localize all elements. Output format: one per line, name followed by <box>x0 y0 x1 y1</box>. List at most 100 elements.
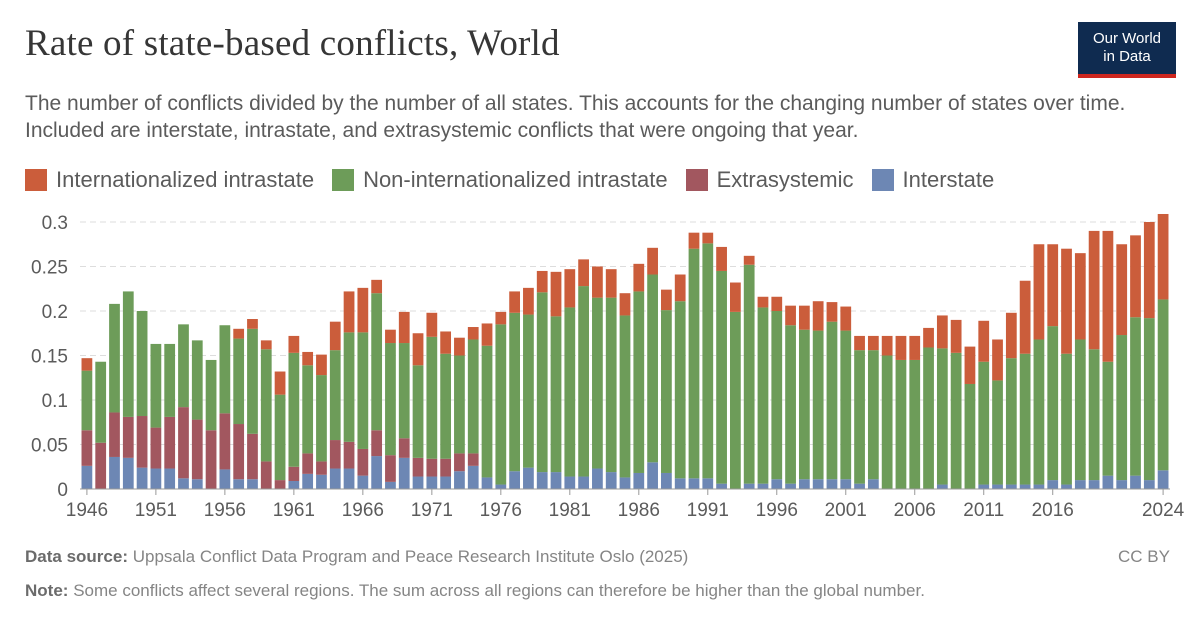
bar-segment <box>178 407 189 479</box>
bar-segment <box>592 468 603 489</box>
bar-segment <box>454 355 465 454</box>
bar-segment <box>136 467 148 489</box>
bar-segment <box>1157 299 1169 471</box>
bar-segment <box>233 338 245 425</box>
bar-segment <box>288 352 300 467</box>
x-tick-label: 2024 <box>1142 500 1185 521</box>
x-tick-label: 1976 <box>480 500 522 521</box>
bar-segment <box>978 484 990 489</box>
legend-item-extrasystemic[interactable]: Extrasystemic <box>685 167 854 193</box>
bar-segment <box>219 413 231 470</box>
legend-item-internationalized[interactable]: Internationalized intrastate <box>25 167 314 193</box>
legend-item-interstate[interactable]: Interstate <box>871 167 994 193</box>
bar-segment <box>674 478 686 489</box>
bar-segment <box>467 465 479 489</box>
bar-segment <box>674 274 686 302</box>
bar-segment <box>371 456 383 489</box>
bar-segment <box>1019 353 1031 485</box>
bar-segment <box>219 469 231 489</box>
bar-segment <box>716 483 727 489</box>
y-tick-label: 0.2 <box>42 302 68 323</box>
bar-segment <box>729 311 741 489</box>
bar-segment <box>509 312 521 472</box>
legend-item-non-internationalized[interactable]: Non-internationalized intrastate <box>332 167 668 193</box>
bar-segment <box>274 371 286 395</box>
bar-segment <box>260 340 272 350</box>
bar-segment <box>605 472 617 489</box>
bar-segment <box>964 346 976 384</box>
bar-segment <box>964 383 976 489</box>
bar-segment <box>867 479 879 489</box>
chart-subtitle: The number of conflicts divided by the n… <box>25 92 1126 142</box>
bar-segment <box>1088 230 1100 350</box>
license-link[interactable]: CC BY <box>1118 547 1170 566</box>
bar-segment <box>881 355 893 489</box>
legend-label-non-internationalized: Non-internationalized intrastate <box>363 167 668 192</box>
bar-segment <box>992 339 1003 381</box>
bar-segment <box>385 329 396 344</box>
bar-segment <box>1143 480 1155 489</box>
note-label: Note: <box>25 581 69 600</box>
note-text: Some conflicts affect several regions. T… <box>73 581 925 600</box>
bar-segment <box>343 468 355 489</box>
bar-segment <box>771 296 783 311</box>
bar-segment <box>578 476 589 489</box>
bar-segment <box>881 335 893 356</box>
bar-segment <box>536 270 548 293</box>
bar-segment <box>398 457 410 489</box>
bar-segment <box>426 312 438 337</box>
bar-segment <box>798 479 810 489</box>
bar-segment <box>136 416 148 468</box>
bar-segment <box>357 448 369 476</box>
bar-segment <box>316 474 327 489</box>
bar-segment <box>509 471 521 489</box>
y-tick-label: 0.05 <box>31 436 68 457</box>
bar-segment <box>1130 317 1141 476</box>
x-tick-label: 1991 <box>687 500 729 521</box>
bar-segment <box>743 255 755 265</box>
x-tick-label: 1951 <box>135 500 177 521</box>
bar-segment <box>785 305 796 326</box>
x-tick-label: 1971 <box>411 500 453 521</box>
x-tick-label: 1956 <box>204 500 246 521</box>
bar-segment <box>771 479 783 489</box>
bar-segment <box>1102 361 1114 476</box>
bar-segment <box>495 311 507 325</box>
bar-segment <box>233 424 245 480</box>
bar-segment <box>1074 480 1086 489</box>
bar-segment <box>661 289 672 311</box>
bar-segment <box>605 269 617 298</box>
bar-segment <box>909 359 921 489</box>
bar-segment <box>564 307 576 477</box>
bar-segment <box>260 461 272 489</box>
bar-segment <box>536 472 548 489</box>
bar-segment <box>592 266 603 298</box>
bar-segment <box>1130 235 1141 318</box>
bar-segment <box>288 466 300 481</box>
bar-segment <box>757 483 769 489</box>
bar-segment <box>426 476 438 489</box>
bar-segment <box>688 478 700 489</box>
bar-segment <box>936 348 948 485</box>
bar-segment <box>826 479 838 489</box>
y-tick-label: 0.25 <box>31 258 68 279</box>
bar-segment <box>233 328 245 339</box>
bar-segment <box>909 335 921 360</box>
bar-segment <box>329 350 341 441</box>
bar-segment <box>316 354 327 376</box>
bar-segment <box>467 453 479 466</box>
bar-segment <box>316 461 327 475</box>
bar-segment <box>95 361 107 443</box>
bar-segment <box>1019 484 1031 489</box>
bar-segment <box>854 335 865 351</box>
bar-segment <box>564 476 576 489</box>
bar-segment <box>164 343 176 417</box>
bar-segment <box>1005 484 1017 489</box>
bar-segment <box>288 335 300 353</box>
owid-logo[interactable]: Our World in Data <box>1078 22 1176 78</box>
x-tick-label: 2016 <box>1032 500 1074 521</box>
bar-segment <box>357 332 369 449</box>
bar-segment <box>288 480 300 489</box>
bar-segment <box>923 347 934 489</box>
bar-segment <box>812 301 824 331</box>
